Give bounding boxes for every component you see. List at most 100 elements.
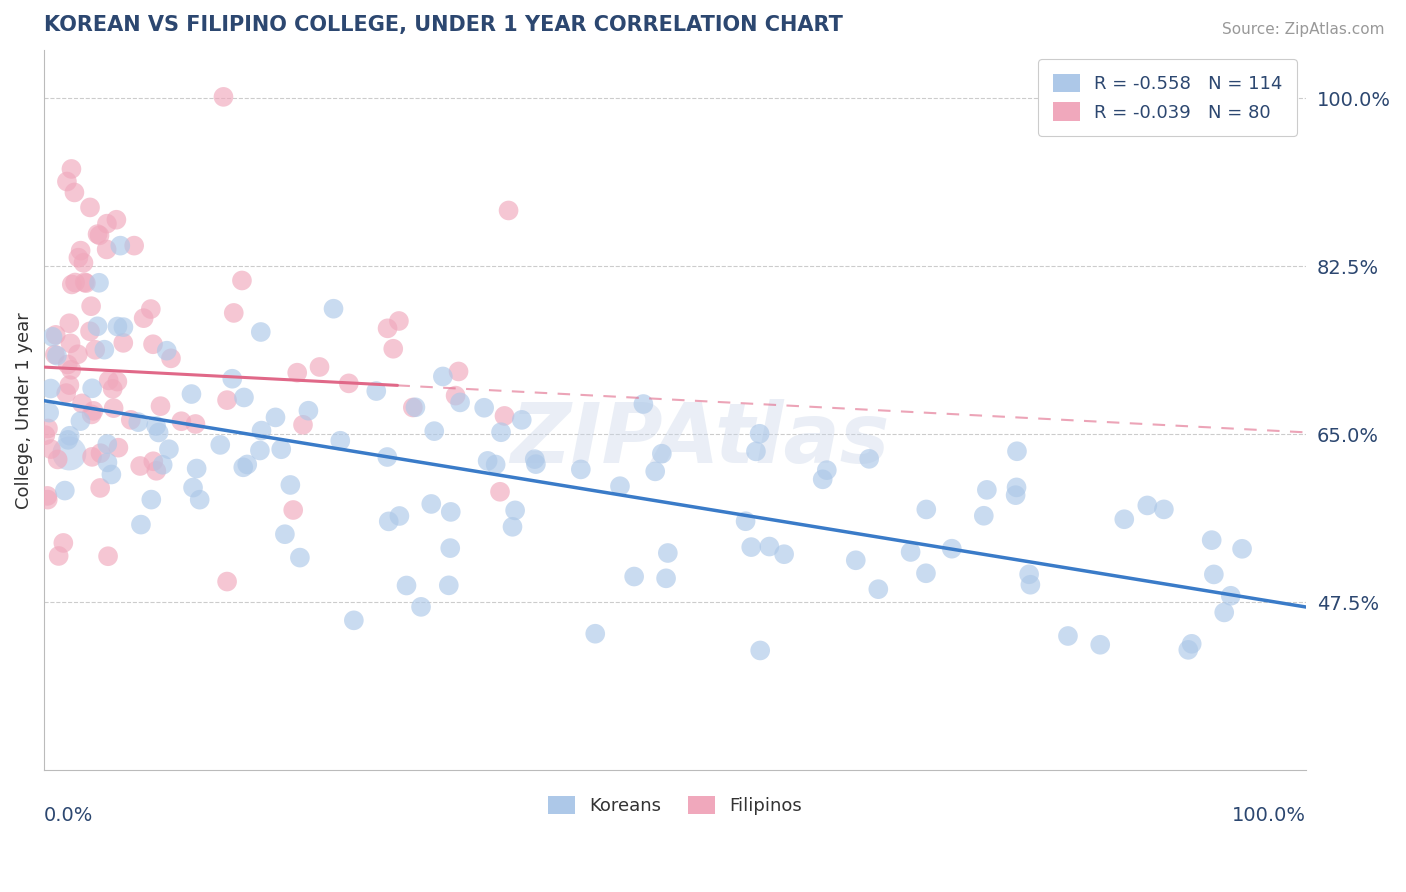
Point [69, 244, 91, 258]
Point [215, 393, 238, 408]
Point [39, 442, 62, 456]
Point [1136, 499, 1159, 513]
Point [80, 299, 103, 313]
Point [34, 428, 56, 442]
Point [249, 325, 271, 339]
Point [437, 578, 460, 592]
Point [1114, 512, 1136, 526]
Point [112, 320, 135, 334]
Point [55, 386, 77, 401]
Point [420, 497, 443, 511]
Point [1230, 541, 1253, 556]
Point [52, 536, 75, 550]
Point [110, 238, 132, 252]
Point [409, 599, 432, 614]
Point [773, 547, 796, 561]
Point [82, 404, 104, 418]
Point [274, 527, 297, 541]
Point [142, 337, 165, 351]
Point [105, 212, 128, 227]
Point [494, 409, 516, 423]
Point [149, 399, 172, 413]
Point [69, 414, 91, 428]
Point [845, 553, 868, 567]
Legend: Koreans, Filipinos: Koreans, Filipinos [540, 789, 810, 822]
Point [1219, 589, 1241, 603]
Point [63, 186, 86, 200]
Point [105, 375, 128, 389]
Point [79, 201, 101, 215]
Point [72, 256, 94, 270]
Point [186, 461, 208, 475]
Point [145, 464, 167, 478]
Point [623, 569, 645, 583]
Point [489, 484, 512, 499]
Point [377, 321, 399, 335]
Point [56, 358, 79, 372]
Text: 0.0%: 0.0% [44, 806, 93, 825]
Point [157, 442, 180, 457]
Point [377, 514, 399, 528]
Point [188, 492, 211, 507]
Text: Source: ZipAtlas.com: Source: ZipAtlas.com [1222, 22, 1385, 37]
Point [38, 406, 60, 420]
Point [523, 452, 546, 467]
Point [120, 413, 142, 427]
Point [141, 492, 163, 507]
Point [439, 541, 461, 555]
Point [477, 454, 499, 468]
Point [1202, 567, 1225, 582]
Point [292, 417, 315, 432]
Point [343, 613, 366, 627]
Point [858, 451, 880, 466]
Point [222, 306, 245, 320]
Point [811, 472, 834, 486]
Point [337, 376, 360, 391]
Point [1181, 637, 1204, 651]
Point [37, 421, 59, 435]
Point [655, 571, 678, 585]
Point [657, 546, 679, 560]
Point [432, 369, 454, 384]
Point [180, 387, 202, 401]
Point [86, 227, 108, 241]
Point [1153, 502, 1175, 516]
Point [1057, 629, 1080, 643]
Point [1004, 488, 1026, 502]
Point [37, 492, 59, 507]
Y-axis label: College, Under 1 year: College, Under 1 year [15, 312, 32, 508]
Point [1018, 567, 1040, 582]
Point [1005, 444, 1028, 458]
Point [447, 364, 470, 378]
Point [395, 578, 418, 592]
Point [89, 228, 111, 243]
Point [122, 238, 145, 252]
Point [84, 343, 107, 357]
Point [127, 415, 149, 429]
Point [41, 330, 63, 344]
Point [270, 442, 292, 457]
Point [388, 508, 411, 523]
Point [745, 444, 768, 458]
Point [583, 626, 606, 640]
Point [651, 447, 673, 461]
Point [749, 643, 772, 657]
Point [283, 503, 305, 517]
Text: ZIPAtlas: ZIPAtlas [510, 399, 890, 480]
Point [758, 540, 780, 554]
Point [388, 314, 411, 328]
Point [232, 460, 254, 475]
Point [440, 505, 463, 519]
Point [45, 349, 67, 363]
Point [56, 175, 79, 189]
Point [100, 467, 122, 482]
Point [75, 276, 97, 290]
Point [39, 382, 62, 396]
Point [63, 276, 86, 290]
Point [37, 489, 59, 503]
Point [402, 401, 425, 415]
Point [209, 438, 232, 452]
Point [900, 545, 922, 559]
Point [249, 443, 271, 458]
Point [404, 401, 426, 415]
